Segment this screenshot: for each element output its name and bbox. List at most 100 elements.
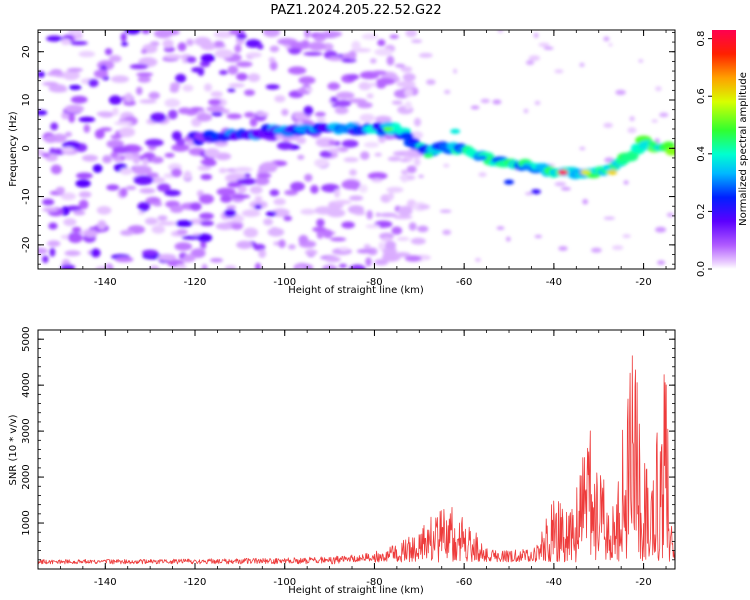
heatmap-noise-blob [303,51,323,56]
heatmap-peak-blob [580,169,591,175]
heatmap-noise-blob [258,249,267,259]
heatmap-noise-blob [42,207,59,212]
heatmap-noise-blob [171,131,182,141]
heatmap-noise-blob [439,209,452,213]
heatmap-noise-blob [114,121,133,126]
heatmap-noise-blob [327,56,344,61]
heatmap-noise-blob [657,260,666,265]
heatmap-noise-blob [387,156,402,162]
heatmap-noise-blob [358,184,368,193]
heatmap-noise-blob [150,198,160,203]
heatmap-noise-blob [627,127,637,134]
heatmap-noise-blob [169,86,179,93]
heatmap-noise-blob [249,185,263,194]
heatmap-noise-blob [346,74,359,81]
heatmap-noise-blob [615,89,626,96]
y-tick-label: 0 [21,145,32,151]
heatmap-noise-blob [142,158,149,166]
heatmap-noise-blob [334,106,349,115]
heatmap-noise-blob [110,134,122,139]
y-tick-label: 2000 [21,464,32,489]
heatmap-noise-blob [371,70,387,75]
x-tick-label: -20 [635,277,651,288]
heatmap-noise-blob [139,99,157,104]
heatmap-noise-blob [211,111,223,117]
heatmap-noise-blob [236,178,257,185]
heatmap-noise-blob [214,49,234,59]
colorbar-tick-label: 0.6 [696,88,707,104]
heatmap-noise-blob [293,111,307,121]
heatmap-noise-blob [182,257,192,263]
heatmap-noise-blob [591,247,602,253]
heatmap-peak-blob [522,165,532,171]
heatmap-noise-blob [236,61,253,68]
heatmap-noise-blob [84,229,98,238]
heatmap-noise-blob [256,112,269,117]
heatmap-noise-blob [316,117,326,122]
heatmap-noise-blob [328,148,341,154]
heatmap-noise-blob [142,249,158,256]
heatmap-noise-blob [288,47,301,55]
heatmap-noise-blob [171,168,182,178]
heatmap-noise-blob [38,110,48,116]
heatmap-noise-blob [42,198,55,206]
heatmap-noise-blob [213,30,234,39]
heatmap-noise-blob [42,255,49,264]
heatmap-noise-blob [132,165,152,175]
heatmap-noise-blob [319,150,333,158]
heatmap-noise-blob [115,256,134,263]
heatmap-x-axis-label: Height of straight line (km) [288,285,424,296]
heatmap-noise-blob [46,71,64,77]
heatmap-noise-blob [265,84,280,90]
heatmap-noise-blob [400,175,409,183]
heatmap-noise-blob [216,187,236,196]
heatmap-noise-blob [38,71,46,78]
heatmap-noise-blob [528,55,541,61]
heatmap-noise-blob [200,41,216,51]
heatmap-noise-blob [120,229,134,236]
heatmap-noise-blob [256,173,272,179]
heatmap-noise-blob [199,212,214,220]
heatmap-noise-blob [203,83,213,92]
heatmap-noise-blob [164,98,181,108]
heatmap-noise-blob [171,143,190,152]
heatmap-noise-blob [68,30,83,35]
heatmap-noise-blob [64,250,81,257]
heatmap-noise-blob [666,212,674,218]
heatmap-noise-blob [411,39,423,43]
heatmap-noise-blob [200,240,207,250]
heatmap-noise-blob [297,154,305,160]
heatmap-noise-blob [247,73,261,82]
heatmap-noise-blob [404,255,422,262]
heatmap-noise-blob [200,53,216,63]
heatmap-noise-blob [144,138,164,147]
heatmap-noise-blob [81,154,99,162]
heatmap-noise-blob [375,115,392,123]
heatmap-noise-blob [48,84,67,93]
heatmap-noise-blob [327,82,341,91]
heatmap-noise-blob [78,191,92,198]
heatmap-noise-blob [254,204,262,210]
heatmap-noise-blob [267,227,285,237]
heatmap-noise-blob [257,43,264,50]
heatmap-noise-blob [273,198,286,206]
heatmap-noise-blob [226,205,237,210]
heatmap-noise-blob [108,95,122,105]
heatmap-noise-blob [42,81,59,86]
snr-series-line [38,355,675,565]
heatmap-noise-blob [359,113,375,123]
heatmap-noise-blob [470,105,480,110]
heatmap-noise-blob [322,229,333,239]
heatmap-noise-blob [304,173,313,182]
heatmap-noise-blob [386,55,395,66]
heatmap-noise-blob [60,38,71,45]
heatmap-noise-blob [120,32,127,42]
heatmap-noise-blob [307,41,326,51]
heatmap-noise-blob [139,188,156,194]
heatmap-peak-blob [557,169,568,175]
heatmap-noise-blob [334,188,341,198]
heatmap-noise-blob [226,113,242,120]
y-tick-label: 1000 [21,510,32,535]
heatmap-peak-blob [530,189,541,195]
heatmap-noise-blob [60,192,76,201]
